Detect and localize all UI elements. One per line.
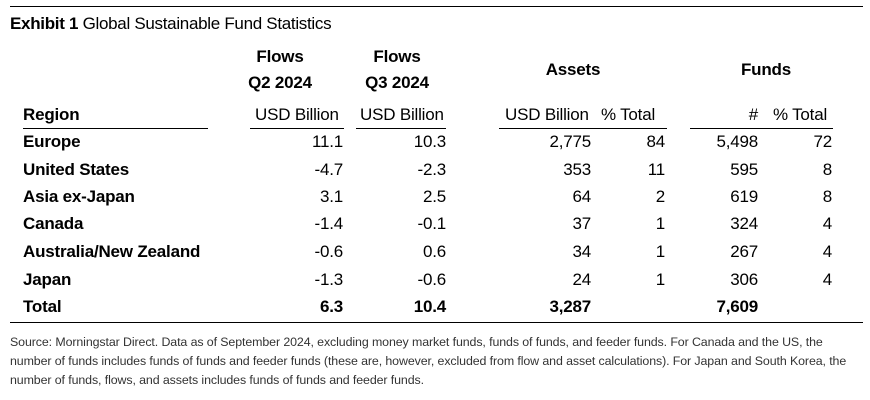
cell-flows-q2: 11.1 — [311, 132, 343, 151]
header-flows-q3-line1: Flows — [373, 47, 421, 66]
cell-funds: 7,609 — [716, 297, 758, 316]
header-flows-q2-line2: Q2 2024 — [248, 73, 312, 92]
bottom-rule — [10, 322, 863, 323]
exhibit-title-text: Global Sustainable Fund Statistics — [82, 14, 332, 33]
cell-flows-q2: -1.4 — [314, 214, 344, 233]
underline-flows-q3 — [356, 128, 446, 129]
cell-assets-pct: 11 — [647, 160, 665, 179]
underline-funds — [690, 128, 833, 129]
cell-funds-pct: 72 — [813, 132, 832, 151]
cell-flows-q3: 0.6 — [422, 242, 446, 261]
exhibit-label: Exhibit 1 — [10, 14, 79, 33]
cell-flows-q3: 2.5 — [422, 187, 446, 206]
header-assets: Assets — [545, 60, 601, 79]
exhibit-title: Exhibit 1 Global Sustainable Fund Statis… — [10, 14, 332, 34]
header-usd-billion-q2: USD Billion — [255, 105, 339, 124]
cell-funds: 267 — [730, 242, 758, 261]
cell-flows-q2: -1.3 — [314, 270, 344, 289]
cell-assets: 64 — [572, 187, 591, 206]
header-region: Region — [23, 105, 80, 124]
cell-flows-q3: 10.3 — [413, 132, 446, 151]
cell-funds: 595 — [730, 160, 758, 179]
cell-flows-q2: 6.3 — [319, 297, 343, 316]
cell-assets: 37 — [572, 214, 591, 233]
underline-region — [23, 128, 208, 129]
cell-funds-pct: 4 — [822, 242, 832, 261]
cell-funds: 324 — [730, 214, 758, 233]
top-rule — [10, 6, 863, 7]
header-pct-total-funds: % Total — [773, 105, 828, 124]
header-usd-billion-q3: USD Billion — [360, 105, 444, 124]
cell-flows-q3: -0.6 — [417, 270, 447, 289]
cell-funds-pct: 8 — [822, 160, 832, 179]
header-flows-q2-line1: Flows — [256, 47, 304, 66]
underline-assets — [499, 128, 667, 129]
cell-funds-pct: 4 — [822, 270, 832, 289]
cell-assets: 3,287 — [549, 297, 591, 316]
cell-funds-pct: 4 — [822, 214, 832, 233]
cell-assets-pct: 2 — [655, 187, 665, 206]
header-fund-count: # — [748, 105, 758, 124]
cell-region: Total — [23, 297, 62, 316]
header-flows-q3-line2: Q3 2024 — [365, 73, 429, 92]
cell-region: Canada — [23, 214, 84, 233]
cell-region: Europe — [23, 132, 81, 151]
cell-assets-pct: 1 — [655, 242, 665, 261]
cell-region: Asia ex-Japan — [23, 187, 135, 206]
cell-funds: 306 — [730, 270, 758, 289]
cell-assets: 24 — [572, 270, 591, 289]
cell-assets-pct: 1 — [655, 270, 665, 289]
cell-region: Australia/New Zealand — [23, 242, 201, 261]
cell-assets: 34 — [572, 242, 591, 261]
cell-assets: 353 — [563, 160, 591, 179]
cell-flows-q3: -0.1 — [417, 214, 447, 233]
cell-flows-q3: -2.3 — [417, 160, 447, 179]
cell-region: Japan — [23, 270, 72, 289]
underline-flows-q2 — [250, 128, 344, 129]
cell-funds-pct: 8 — [822, 187, 832, 206]
cell-flows-q2: -4.7 — [314, 160, 344, 179]
cell-assets-pct: 1 — [655, 214, 665, 233]
header-funds: Funds — [741, 60, 791, 79]
cell-region: United States — [23, 160, 130, 179]
cell-assets: 2,775 — [549, 132, 591, 151]
cell-assets-pct: 84 — [646, 132, 665, 151]
cell-flows-q3: 10.4 — [413, 297, 446, 316]
header-pct-total-assets: % Total — [601, 105, 656, 124]
cell-flows-q2: 3.1 — [319, 187, 343, 206]
cell-flows-q2: -0.6 — [314, 242, 344, 261]
cell-funds: 5,498 — [716, 132, 758, 151]
cell-funds: 619 — [730, 187, 758, 206]
header-usd-billion-assets: USD Billion — [505, 105, 589, 124]
source-footnote: Source: Morningstar Direct. Data as of S… — [10, 335, 847, 387]
